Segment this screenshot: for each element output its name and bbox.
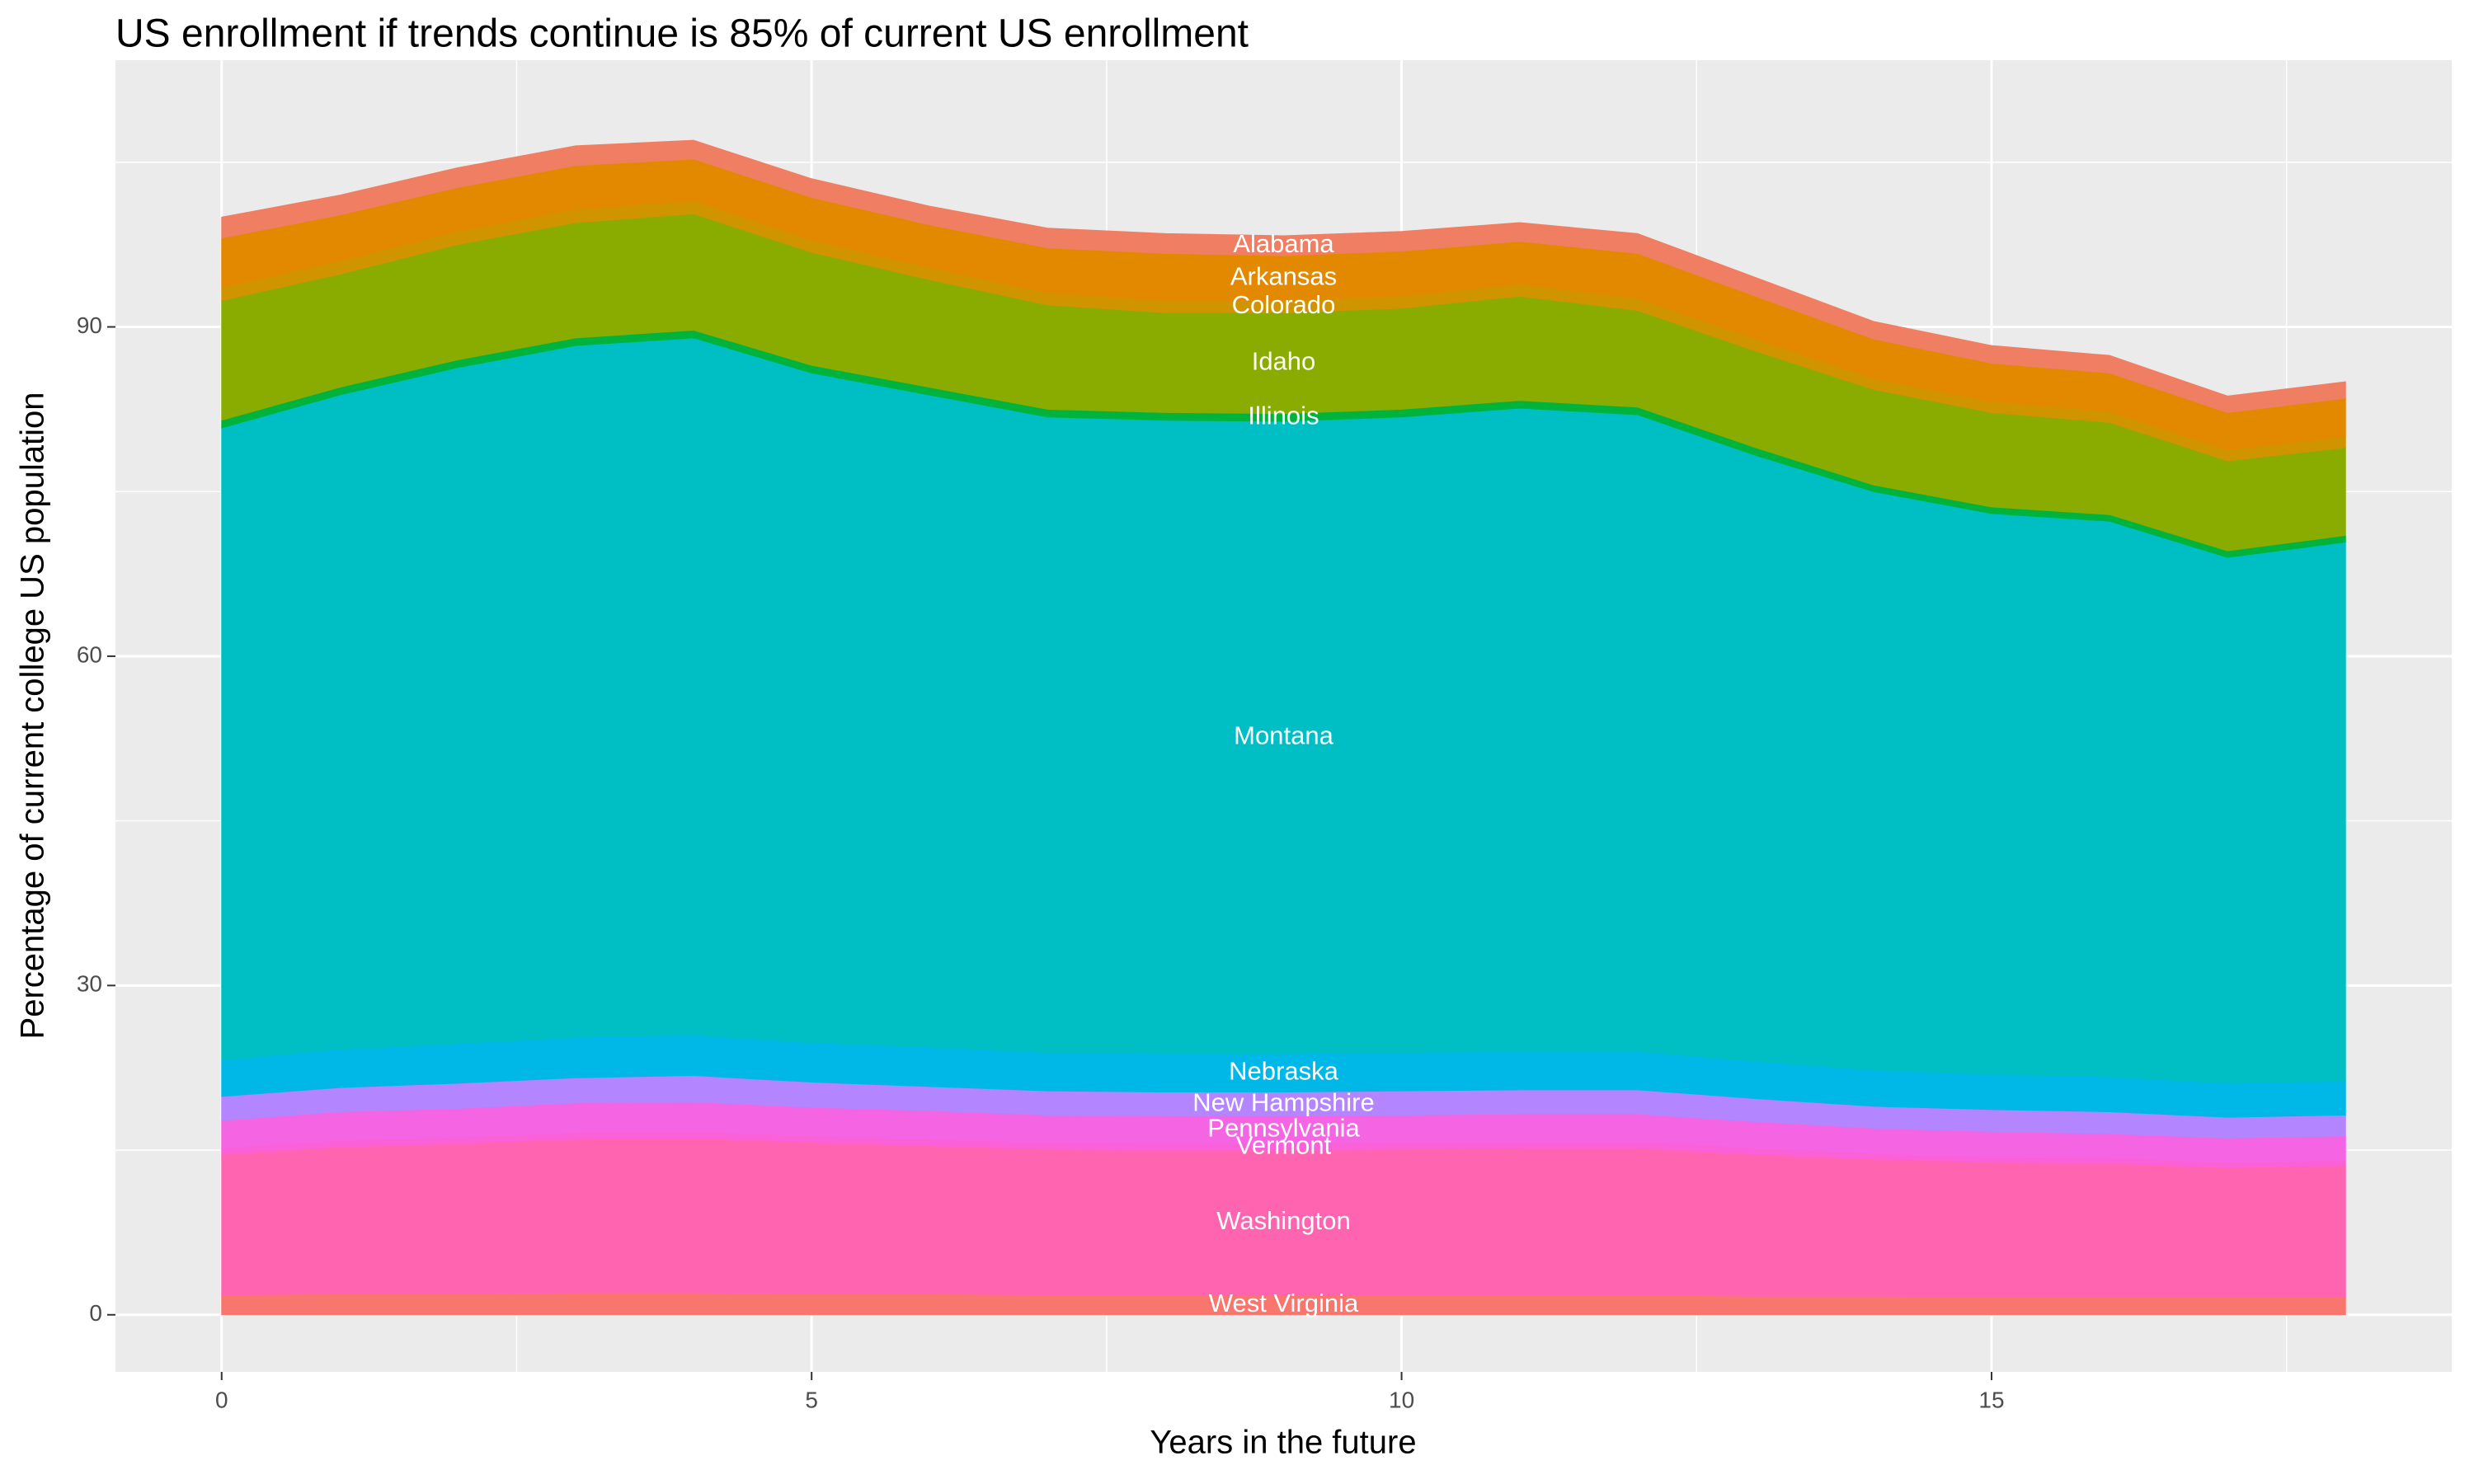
area-label: New Hampshire — [1192, 1087, 1375, 1116]
area-label: Washington — [1216, 1206, 1351, 1235]
x-axis-title: Years in the future — [1150, 1425, 1416, 1461]
x-tick-label: 0 — [215, 1387, 228, 1412]
area-label: Nebraska — [1229, 1056, 1338, 1085]
area-label: Montana — [1234, 721, 1333, 750]
y-tick-label: 0 — [89, 1300, 102, 1326]
area-label: Alabama — [1233, 229, 1334, 258]
x-tick-label: 10 — [1389, 1387, 1414, 1412]
x-tick-label: 15 — [1978, 1387, 2004, 1412]
area-labels: West Virginia Washington VermontPennsylvan… — [1192, 229, 1375, 1317]
area-label: Vermont — [1236, 1130, 1332, 1159]
area-label: Illinois — [1248, 402, 1319, 430]
area-label: Idaho — [1252, 347, 1316, 376]
chart-title: US enrollment if trends continue is 85% … — [115, 12, 1249, 56]
x-tick-label: 5 — [805, 1387, 818, 1412]
area-label: Arkansas — [1230, 261, 1337, 290]
areas — [221, 139, 2346, 1316]
y-axis-title: Percentage of current college US populat… — [15, 392, 51, 1040]
area-label: Pennsylvania — [1207, 1114, 1360, 1143]
axes: 0 5 10 15 0 30 60 90 — [77, 312, 2005, 1412]
area — [221, 139, 2346, 413]
y-tick-label: 30 — [77, 971, 102, 997]
area-label: West Virginia — [1209, 1289, 1359, 1317]
area-label: Colorado — [1232, 290, 1336, 319]
y-tick-label: 60 — [77, 641, 102, 667]
y-tick-label: 90 — [77, 312, 102, 338]
